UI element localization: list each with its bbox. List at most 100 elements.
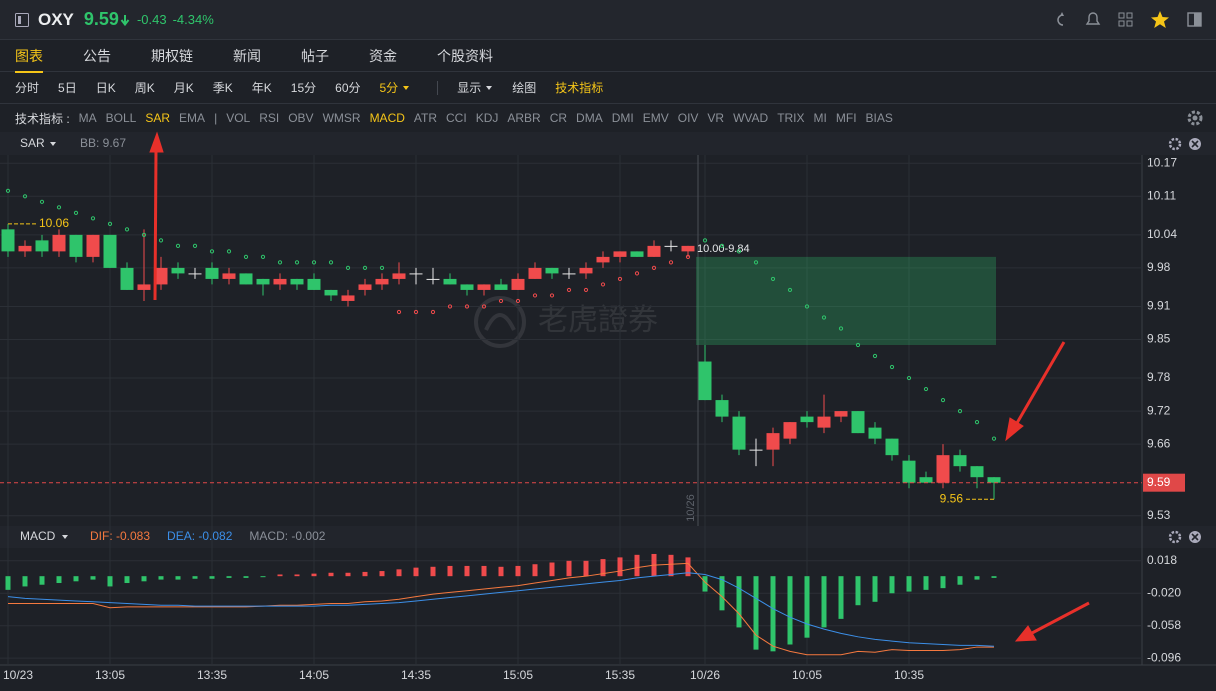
x-tick-label: 10/23 [3,668,33,682]
dropdown-caret[interactable] [402,84,410,92]
sar-dot [413,309,419,315]
toolbar-button[interactable]: 技术指标 [555,81,604,95]
indicator-button[interactable]: VOL [226,111,251,125]
toolbar-icons[interactable] [1040,8,1210,32]
tab[interactable]: 公告 [83,47,111,64]
indicator-button[interactable]: CCI [446,111,467,125]
indicator-button[interactable]: MI [813,111,827,125]
indicator-button[interactable]: ATR [413,111,438,125]
candle-body [647,245,661,257]
period-button[interactable]: 日K [95,81,116,95]
dropdown-caret[interactable] [50,142,56,146]
dropdown-caret[interactable] [485,84,493,92]
period-button[interactable]: 周K [134,81,155,95]
indicator-button[interactable]: VR [707,111,725,125]
indicator-button[interactable]: ARBR [507,111,541,125]
tab[interactable]: 个股资料 [437,47,493,64]
sar-dot [90,216,96,221]
sar-dot [141,232,147,237]
indicator-button[interactable]: OIV [677,111,699,125]
panel-icons[interactable] [1168,137,1201,544]
macd-bar [685,557,691,577]
indicator-button[interactable]: CR [549,111,568,125]
indicator-title[interactable]: MACD [20,529,56,543]
macd-bar [481,565,487,577]
tab[interactable]: 帖子 [301,47,329,64]
tab[interactable]: 新闻 [233,47,261,64]
indicator-button[interactable]: WVAD [733,111,769,125]
y-tick-label: 9.66 [1147,436,1171,450]
macd-bar [277,574,283,577]
indicator-button[interactable]: TRIX [777,111,805,125]
indicator-button[interactable]: EMV [642,111,669,125]
sar-dot [838,326,844,331]
watermark-logo [474,296,526,348]
indicator-label: 技术指标 : [15,111,70,126]
tab[interactable]: 资金 [369,47,397,64]
candle-body [511,278,525,290]
x-tick-label: 13:05 [95,668,125,682]
indicator-button[interactable]: SAR [145,111,171,125]
period-button[interactable]: 15分 [290,81,317,95]
sar-dot [532,293,538,298]
indicator-title[interactable]: SAR [20,136,45,150]
period-button[interactable]: 60分 [335,81,361,95]
period-button[interactable]: 月K [173,81,194,95]
macd-bar [396,569,402,577]
candle-body [188,273,202,275]
legend-item: DIF: -0.083 [90,529,150,543]
period-button[interactable]: 年K [251,81,272,95]
tab[interactable]: 图表 [15,46,43,73]
indicator-button[interactable]: OBV [288,111,314,125]
dropdown-caret[interactable] [62,535,68,539]
candle-body [817,416,831,428]
panel-icon[interactable] [14,12,30,28]
macd-bar [226,576,232,578]
sar-dot [73,210,79,215]
sar-dot [192,243,198,248]
sar-dot [804,304,810,309]
change: -0.43 [136,12,167,27]
indicator-button[interactable]: KDJ [475,111,499,125]
symbol: OXY [38,9,74,29]
toolbar-button[interactable]: 显示 [457,81,482,95]
day-divider-label: 10/26 [685,494,697,522]
period-button[interactable]: 季K [212,81,233,95]
candle-body [171,267,185,274]
sar-dot [872,353,878,359]
sar-dot [634,271,640,276]
sar-dot [5,188,11,193]
sar-dot [940,397,946,403]
down-arrow [120,14,130,26]
indicator-button[interactable]: MFI [835,111,857,125]
period-button[interactable]: 5日 [58,81,77,95]
period-button[interactable]: 分时 [15,81,40,95]
settings-icon[interactable] [1185,108,1205,128]
sar-dot [719,243,725,248]
y-tick-label: 0.018 [1147,553,1177,567]
candle-body [239,273,253,285]
indicator-button[interactable]: | [214,111,218,125]
indicator-button[interactable]: BOLL [105,111,137,125]
candle-body [766,433,780,450]
macd-bar [379,571,385,577]
macd-bar [855,576,861,606]
indicator-button[interactable]: DMI [611,111,634,125]
candle-body [375,278,389,285]
indicator-button[interactable]: DMA [576,111,603,125]
period-button[interactable]: 5分 [379,81,399,95]
indicator-button[interactable]: BIAS [865,111,893,125]
indicator-button[interactable]: EMA [179,111,206,125]
indicator-button[interactable]: MA [78,111,97,125]
macd-bar [5,576,11,590]
indicator-button[interactable]: MACD [369,111,405,125]
macd-bar [515,565,521,577]
indicator-button[interactable]: RSI [259,111,280,125]
indicator-button[interactable]: WMSR [322,111,361,125]
y-tick-label: 9.72 [1147,403,1171,417]
tab-bar: 图表 公告 期权链 新闻 帖子 资金 个股资料 [0,40,1216,73]
tab[interactable]: 期权链 [151,47,193,64]
toolbar-button[interactable]: 绘图 [512,81,537,95]
macd-bar [158,576,164,580]
macd-bar [107,576,113,587]
